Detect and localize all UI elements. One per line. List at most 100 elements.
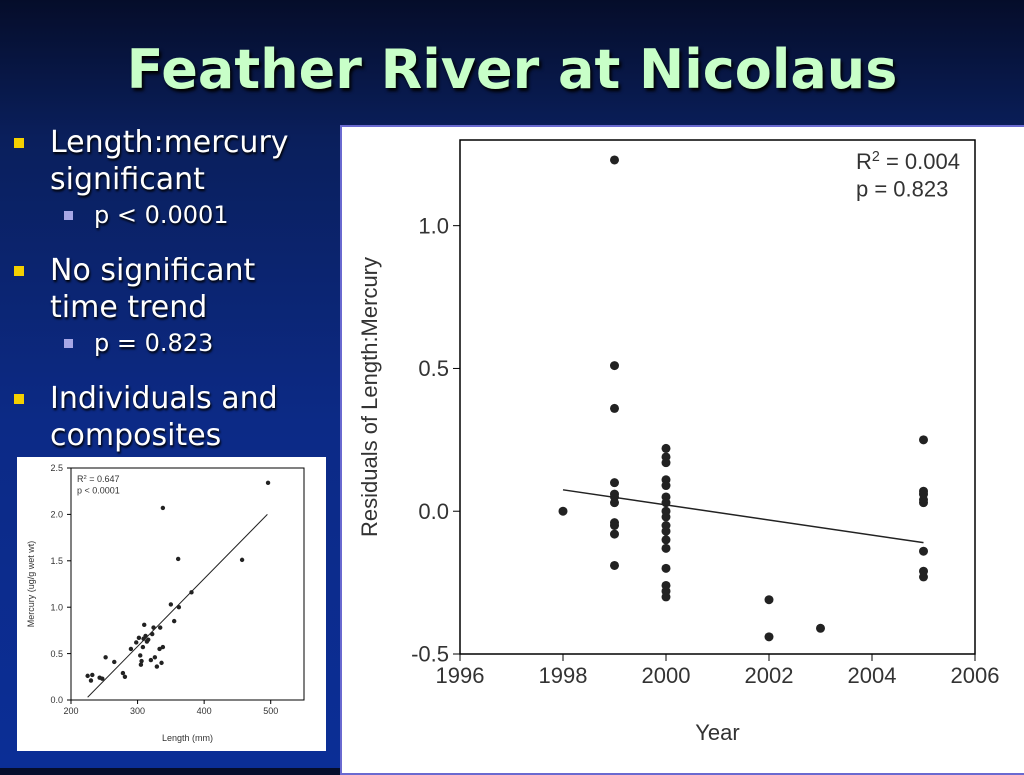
data-point — [157, 646, 162, 652]
bullet-square-icon — [14, 266, 24, 276]
bullet-text: Individuals and composites — [50, 381, 278, 453]
x-tick-label: 2004 — [848, 663, 897, 688]
data-point — [764, 595, 774, 605]
data-point — [122, 674, 128, 679]
data-point — [661, 563, 671, 573]
bullet-square-icon — [14, 394, 24, 404]
data-point — [112, 659, 117, 665]
annotation-p-value: p = 0.823 — [856, 177, 948, 202]
y-tick-label: 0.0 — [418, 499, 449, 524]
data-point — [142, 622, 147, 628]
data-point — [88, 678, 94, 683]
data-point — [146, 637, 151, 642]
data-point — [661, 543, 671, 553]
data-point — [103, 655, 108, 660]
bullet-item: Individuals and composites — [12, 380, 332, 454]
data-point — [610, 478, 619, 488]
data-point — [919, 435, 928, 445]
bullet-item: No significant time trend — [12, 252, 332, 326]
data-point — [176, 605, 182, 610]
x-axis-label: Year — [695, 720, 739, 745]
sub-bullet-text: p = 0.823 — [94, 329, 214, 357]
sub-bullet-item: p = 0.823 — [12, 328, 332, 358]
sub-bullet-text: p < 0.0001 — [94, 201, 229, 229]
data-point — [138, 653, 143, 658]
data-point — [128, 646, 134, 652]
residuals-scatter-chart: 1996 1998 2000 2002 2004 2006 1.0 0.5 0.0 -0.5 Yea… — [357, 139, 1000, 745]
bullet-square-icon — [14, 138, 24, 148]
y-axis-label: Mercury (ug/g wet wt) — [26, 541, 36, 628]
bullet-item: Length:mercury significant — [12, 124, 332, 198]
y-tick-label: 0.5 — [50, 649, 63, 659]
data-point — [661, 481, 671, 491]
x-tick-label: 2006 — [951, 663, 1000, 688]
data-point — [239, 557, 245, 563]
plot-frame — [459, 139, 976, 655]
data-point — [610, 155, 619, 165]
bullet-list: Length:mercury significant p < 0.0001 No… — [12, 124, 332, 456]
data-point — [610, 560, 619, 570]
data-point — [100, 676, 105, 681]
data-point — [189, 590, 194, 595]
bullet-text: Length:mercury significant — [50, 125, 289, 197]
data-point — [610, 498, 619, 508]
data-point — [171, 618, 177, 624]
data-point — [168, 602, 174, 607]
data-point — [160, 644, 166, 650]
data-point — [661, 458, 671, 468]
data-point — [140, 644, 146, 650]
data-point — [148, 657, 154, 663]
y-tick-label: 2.5 — [50, 463, 63, 473]
data-point — [610, 529, 619, 539]
data-point — [919, 572, 928, 582]
data-point — [661, 535, 671, 545]
data-point — [85, 673, 90, 679]
data-point — [150, 631, 155, 637]
x-axis-label: Length (mm) — [162, 733, 213, 743]
trend-line — [562, 489, 924, 544]
x-tick-label: 2000 — [642, 663, 691, 688]
y-tick-label: 1.5 — [50, 556, 63, 566]
y-tick-label: 0.0 — [50, 695, 63, 705]
y-tick-label: 0.5 — [418, 356, 449, 381]
data-point — [610, 521, 619, 530]
data-point — [160, 505, 166, 511]
data-point — [764, 632, 774, 642]
annotation-r-squared: R2 = 0.004 — [856, 149, 960, 174]
y-tick-label: 1.0 — [50, 602, 63, 612]
sub-bullet-square-icon — [64, 211, 73, 220]
data-point — [919, 498, 928, 508]
data-point — [134, 640, 139, 645]
x-tick-label: 200 — [63, 706, 78, 716]
data-point — [558, 506, 568, 516]
residuals-chart-panel: 1996 1998 2000 2002 2004 2006 1.0 0.5 0.0 -0.5 Yea… — [340, 125, 1024, 775]
data-point — [661, 443, 671, 453]
slide-title: Feather River at Nicolaus — [126, 38, 898, 101]
annotation-r-squared: R2 = 0.647 — [77, 474, 120, 484]
bullet-text: No significant time trend — [50, 253, 256, 325]
data-point — [610, 403, 619, 413]
data-point — [158, 625, 163, 630]
data-point — [138, 662, 144, 667]
data-point — [143, 633, 148, 639]
x-tick-label: 2002 — [745, 663, 794, 688]
y-tick-label: 2.0 — [50, 510, 63, 520]
data-point — [151, 625, 156, 630]
data-point — [661, 526, 671, 536]
data-point — [152, 655, 158, 660]
y-tick-label: -0.5 — [411, 642, 449, 667]
x-tick-label: 1998 — [539, 663, 588, 688]
data-point — [661, 592, 671, 602]
length-mercury-scatter-chart: 200 300 400 500 0.0 0.5 1.0 1.5 2.0 2.5 Length (mm… — [26, 463, 305, 743]
data-point — [136, 635, 142, 641]
x-tick-label: 400 — [197, 706, 212, 716]
data-point — [159, 660, 164, 666]
sub-bullet-square-icon — [64, 339, 73, 348]
data-point — [610, 361, 619, 371]
data-point — [175, 556, 181, 562]
annotation-p-value: p < 0.0001 — [77, 485, 120, 495]
data-point — [661, 498, 671, 508]
length-mercury-chart-panel: 200 300 400 500 0.0 0.5 1.0 1.5 2.0 2.5 Length (mm… — [17, 457, 326, 751]
x-tick-label: 500 — [263, 706, 278, 716]
plot-frame — [70, 467, 305, 701]
